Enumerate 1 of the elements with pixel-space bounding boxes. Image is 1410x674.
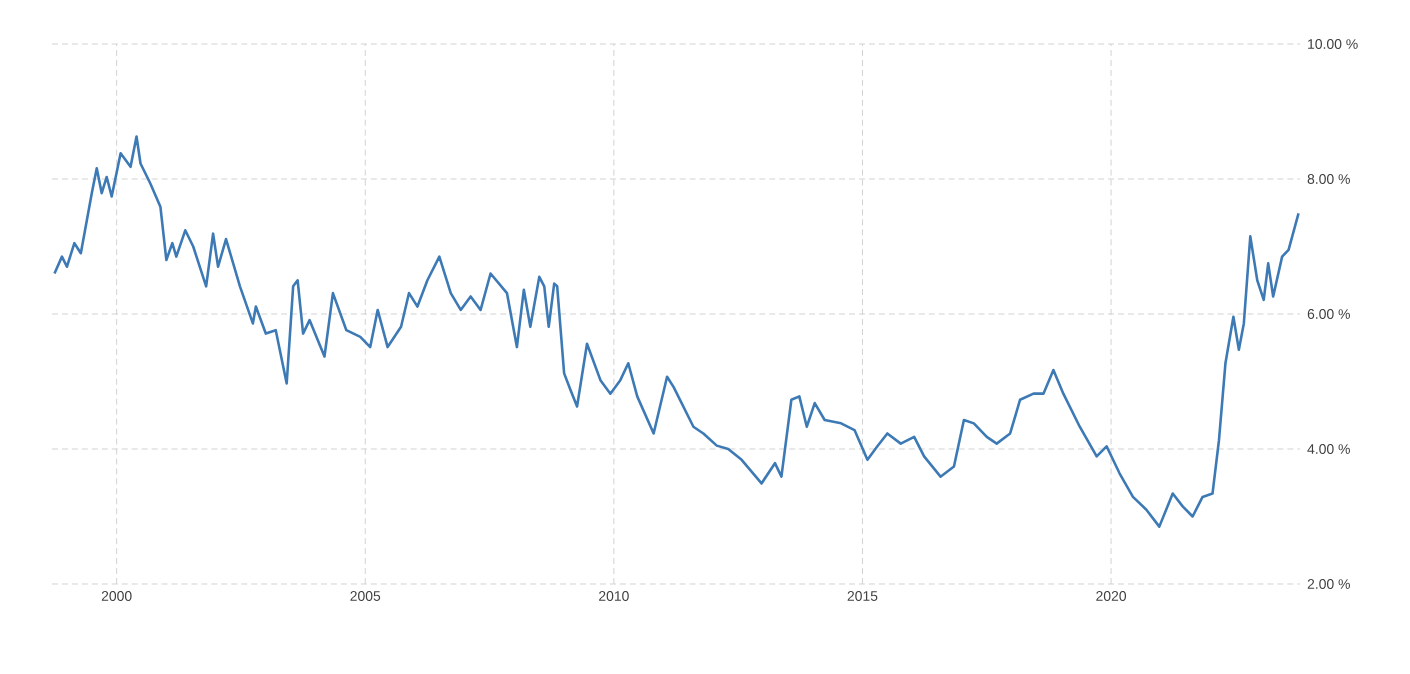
line-series (53, 135, 1300, 528)
